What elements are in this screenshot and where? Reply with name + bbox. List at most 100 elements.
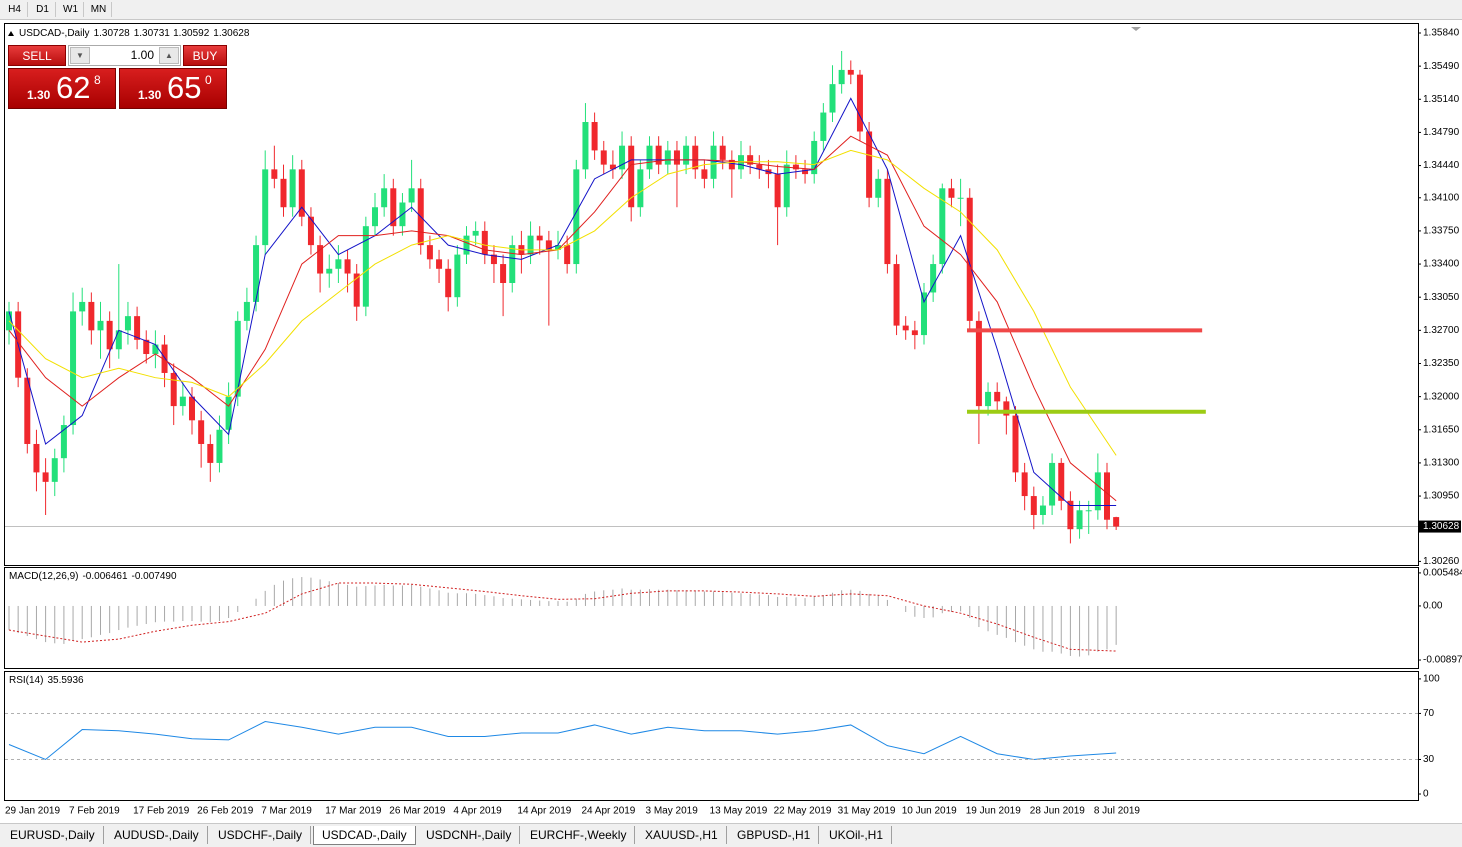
candle-body [24, 377, 31, 444]
candle-body [591, 122, 598, 151]
y-tick-label: 1.30950 [1423, 491, 1460, 502]
x-tick-label: 29 Jan 2019 [5, 806, 60, 817]
candle-body [88, 301, 95, 331]
candle-body [42, 472, 49, 482]
chart-tab[interactable]: GBPUSD-,H1 [729, 826, 820, 844]
price-prefix: 1.30 [27, 88, 51, 102]
candle-body [1085, 510, 1092, 512]
y-tick-label: 1.34440 [1423, 160, 1460, 171]
candle-body [664, 150, 671, 165]
candle-body [545, 240, 552, 250]
candle-body [152, 344, 159, 355]
y-tick-label: 1.33050 [1423, 292, 1460, 303]
candle-body [719, 145, 726, 160]
indicator-value: 35.5936 [47, 675, 84, 686]
price-big: 65 [167, 70, 202, 105]
chart: USDCAD-,Daily 1.30728 1.30731 1.30592 1.3062… [4, 23, 1462, 817]
lot-value: 1.00 [130, 48, 154, 62]
timeframe-button[interactable]: W1 [58, 2, 84, 17]
y-tick-label: 0.00 [1423, 601, 1443, 612]
candle-body [701, 169, 708, 179]
y-tick-label: 30 [1423, 754, 1435, 765]
y-tick-label: 1.34790 [1423, 127, 1460, 138]
y-tick-label: 70 [1423, 708, 1435, 719]
candle-body [161, 344, 168, 373]
candle-body [243, 301, 250, 321]
ohlc-value: 1.30628 [213, 28, 250, 39]
candle-body [1094, 472, 1101, 511]
chart-tab[interactable]: USDCNH-,Daily [418, 826, 521, 844]
candle-body [646, 145, 653, 170]
candle-body [271, 169, 278, 179]
timeframe-button[interactable]: MN [86, 2, 112, 17]
axis-layer: 1.35840 1.35490 1.35140 1.34790 1.34440 1.341… [5, 28, 1462, 817]
candle-body [966, 197, 973, 321]
lot-increase[interactable]: ▲ [159, 47, 179, 64]
candle-body [436, 259, 443, 269]
y-tick-label: 1.31650 [1423, 424, 1460, 435]
chart-tabs: EURUSD-,Daily AUDUSD-,Daily USDCHF-,Daily U… [0, 823, 1462, 847]
candle-body [1012, 415, 1019, 473]
price-panel [4, 23, 1419, 566]
shift-marker [1131, 27, 1141, 31]
chart-tab[interactable]: EURUSD-,Daily [2, 826, 104, 844]
buy-button[interactable]: BUY [183, 45, 227, 66]
candle-body [792, 164, 799, 170]
candle-body [216, 429, 223, 463]
moving-average [8, 149, 1117, 456]
macd-layer: MACD(12,26,9) -0.006461 -0.007490 [8, 571, 1117, 657]
lot-input[interactable]: ▼ 1.00 ▲ [68, 45, 181, 66]
candle-body [381, 188, 388, 208]
candle-body [994, 391, 1001, 402]
sell-price[interactable]: 1.30 62 8 [8, 68, 116, 109]
candle-body [609, 164, 616, 170]
x-tick-label: 24 Apr 2019 [581, 806, 635, 817]
candle-body [500, 264, 507, 283]
chart-tab[interactable]: USDCAD-,Daily [313, 826, 416, 845]
candle-body [600, 150, 607, 165]
candle-body [673, 150, 680, 165]
candle-body [362, 226, 369, 307]
candle-body [134, 316, 141, 340]
chart-tab[interactable]: AUDUSD-,Daily [106, 826, 208, 844]
x-tick-label: 26 Feb 2019 [197, 806, 254, 817]
chart-tab[interactable]: UKOil-,H1 [821, 826, 893, 844]
candle-body [207, 443, 214, 463]
candle-body [1003, 401, 1010, 416]
x-tick-label: 8 Jul 2019 [1094, 806, 1141, 817]
candle-body [875, 178, 882, 198]
chart-tab[interactable]: EURCHF-,Weekly [522, 826, 636, 844]
candle-body [408, 188, 415, 203]
candle-body [298, 169, 305, 217]
macd-panel [4, 567, 1419, 669]
buy-price[interactable]: 1.30 65 0 [119, 68, 227, 109]
candle-body [426, 245, 433, 260]
candle-body [33, 443, 40, 473]
candle-body [179, 396, 186, 407]
candle-body [353, 273, 360, 307]
x-tick-label: 7 Feb 2019 [69, 806, 120, 817]
candle-body [124, 316, 131, 331]
y-tick-label: 1.33750 [1423, 226, 1460, 237]
sell-button[interactable]: SELL [8, 45, 66, 66]
lot-decrease[interactable]: ▼ [70, 47, 90, 64]
chart-header: USDCAD-,Daily 1.30728 1.30731 1.30592 1.3062… [19, 28, 250, 39]
timeframe-button[interactable]: D1 [30, 2, 56, 17]
moving-average [8, 97, 1117, 507]
y-tick-label: -0.008977 [1423, 655, 1462, 666]
timeframe-button[interactable]: H4 [2, 2, 28, 17]
x-tick-label: 19 Jun 2019 [966, 806, 1021, 817]
chart-tab[interactable]: USDCHF-,Daily [210, 826, 311, 844]
candle-body [189, 396, 195, 421]
candle-body [536, 235, 543, 241]
candle-body [829, 84, 836, 113]
chart-tab[interactable]: XAUUSD-,H1 [637, 826, 727, 844]
current-price-box [1419, 520, 1461, 533]
rsi-panel [4, 671, 1419, 801]
candle-body [289, 169, 296, 208]
ohlc-value: 1.30731 [134, 28, 171, 39]
y-tick-label: 1.30260 [1423, 556, 1460, 567]
x-tick-label: 22 May 2019 [774, 806, 832, 817]
y-tick-label: 1.32000 [1423, 391, 1460, 402]
